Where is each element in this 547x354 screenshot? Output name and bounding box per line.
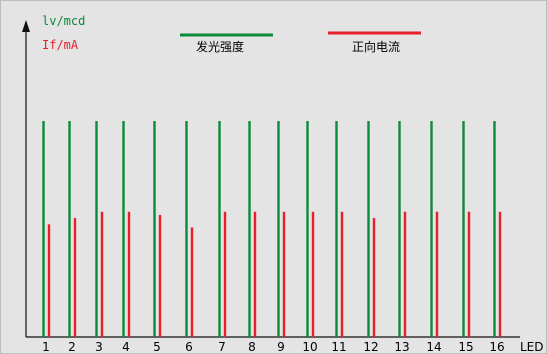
bar-intensity-1 bbox=[42, 121, 45, 337]
bar-current-2 bbox=[73, 218, 77, 337]
bar-current-10 bbox=[311, 211, 315, 337]
y-axis-arrow bbox=[22, 20, 30, 32]
x-axis-label: LED bbox=[520, 340, 544, 354]
bar-intensity-6 bbox=[185, 121, 188, 337]
bar-current-13 bbox=[403, 211, 407, 337]
bar-current-4 bbox=[127, 211, 131, 337]
bar-intensity-9 bbox=[277, 121, 280, 337]
bar-intensity-12 bbox=[367, 121, 370, 337]
bar-current-1 bbox=[47, 224, 51, 337]
bar-intensity-10 bbox=[306, 121, 309, 337]
y-axis-label-intensity: lv/mcd bbox=[42, 14, 85, 28]
x-tick-label-11: 11 bbox=[331, 340, 346, 354]
bar-current-12 bbox=[372, 218, 376, 337]
bar-current-14 bbox=[435, 211, 439, 337]
x-tick-label-4: 4 bbox=[122, 340, 130, 354]
x-tick-label-7: 7 bbox=[218, 340, 226, 354]
bar-intensity-7 bbox=[218, 121, 221, 337]
x-tick-label-1: 1 bbox=[42, 340, 50, 354]
bar-current-8 bbox=[253, 211, 257, 337]
bar-intensity-11 bbox=[335, 121, 338, 337]
y-axis-label-current: If/mA bbox=[42, 38, 79, 52]
bar-current-15 bbox=[467, 211, 471, 337]
bar-intensity-3 bbox=[95, 121, 98, 337]
x-tick-label-9: 9 bbox=[277, 340, 285, 354]
bar-current-5 bbox=[158, 214, 162, 337]
x-tick-label-2: 2 bbox=[68, 340, 76, 354]
x-tick-label-15: 15 bbox=[458, 340, 473, 354]
bar-current-9 bbox=[282, 211, 286, 337]
x-tick-label-12: 12 bbox=[363, 340, 378, 354]
x-tick-label-13: 13 bbox=[394, 340, 409, 354]
bar-intensity-2 bbox=[68, 121, 71, 337]
bar-intensity-16 bbox=[493, 121, 496, 337]
tick-labels-group: 1 2 3 4 5 6 7 8 9 10 11 12 13 14 15 16 bbox=[42, 340, 504, 354]
bar-current-11 bbox=[340, 211, 344, 337]
x-tick-label-16: 16 bbox=[489, 340, 504, 354]
bar-current-16 bbox=[498, 211, 502, 337]
bar-intensity-8 bbox=[248, 121, 251, 337]
x-tick-label-6: 6 bbox=[185, 340, 193, 354]
x-tick-label-14: 14 bbox=[426, 340, 441, 354]
bar-intensity-13 bbox=[398, 121, 401, 337]
x-tick-label-10: 10 bbox=[302, 340, 317, 354]
legend-label-intensity: 发光强度 bbox=[196, 39, 244, 54]
bar-intensity-4 bbox=[122, 121, 125, 337]
bar-current-6 bbox=[190, 227, 194, 337]
bar-intensity-14 bbox=[430, 121, 433, 337]
bars-group bbox=[42, 121, 502, 337]
bar-current-3 bbox=[100, 211, 104, 337]
legend-label-current: 正向电流 bbox=[352, 39, 400, 54]
bar-current-7 bbox=[223, 211, 227, 337]
x-tick-label-5: 5 bbox=[153, 340, 161, 354]
x-tick-label-3: 3 bbox=[95, 340, 103, 354]
bar-intensity-15 bbox=[462, 121, 465, 337]
bar-intensity-5 bbox=[153, 121, 156, 337]
x-tick-label-8: 8 bbox=[248, 340, 256, 354]
